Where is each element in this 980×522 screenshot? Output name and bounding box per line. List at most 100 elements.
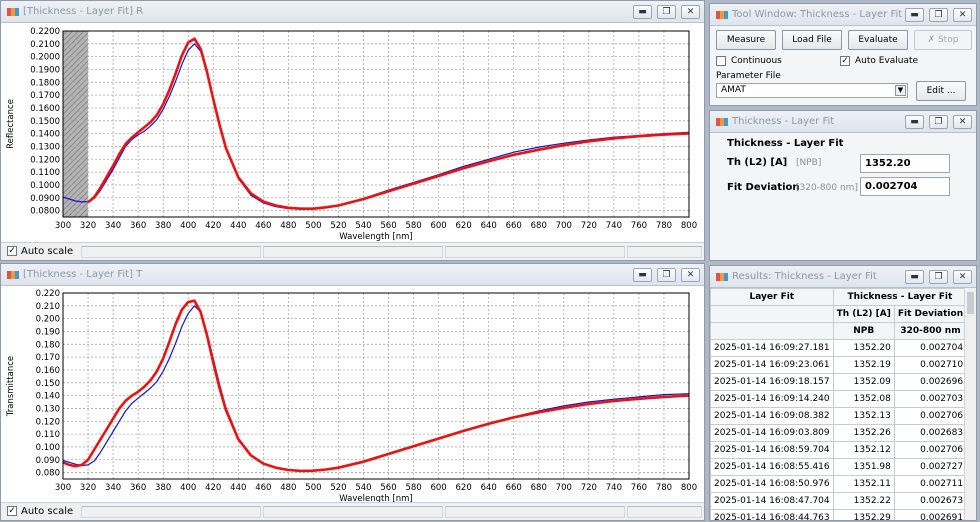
thickness-unit: [NPB]: [796, 158, 822, 168]
y-tick-label: 0.1600: [30, 104, 60, 114]
plot-area: [63, 293, 689, 479]
auto-scale-checkbox[interactable]: ✓: [7, 246, 17, 256]
table-row[interactable]: 2025-01-14 16:08:44.763 1352.29 0.002691: [710, 509, 968, 520]
series-group: [63, 37, 689, 210]
evaluate-button[interactable]: Evaluate: [848, 30, 908, 50]
close-icon[interactable]: ✕: [953, 270, 972, 284]
status-cell: [445, 506, 625, 518]
restore-icon[interactable]: ❐: [657, 5, 676, 19]
y-tick-label: 0.1900: [30, 65, 60, 75]
x-tick-label: 540: [355, 221, 371, 231]
title-bar[interactable]: Tool Window: Thickness - Layer Fit ▬ ❐ ✕: [710, 4, 976, 26]
header-thickness-group[interactable]: Thickness - Layer Fit: [832, 288, 968, 306]
parameter-file-select[interactable]: AMAT ▼: [716, 83, 908, 98]
app-icon: [716, 273, 728, 281]
tool-window: Tool Window: Thickness - Layer Fit ▬ ❐ ✕…: [709, 3, 977, 106]
table-row[interactable]: 2025-01-14 16:08:50.976 1352.11 0.002711: [710, 475, 968, 493]
edit-button[interactable]: Edit ...: [916, 81, 966, 101]
status-cell: [263, 506, 443, 518]
restore-icon[interactable]: ❐: [929, 115, 948, 129]
header-thickness[interactable]: Th (L2) [A]: [832, 305, 895, 323]
status-cell: [81, 506, 261, 518]
y-tick-label: 0.1100: [30, 168, 60, 178]
table-row[interactable]: 2025-01-14 16:09:14.240 1352.08 0.002703: [710, 390, 968, 408]
table-row[interactable]: 2025-01-14 16:08:59.704 1352.12 0.002706: [710, 441, 968, 459]
vertical-scrollbar[interactable]: [964, 288, 976, 520]
title-bar[interactable]: Results: Thickness - Layer Fit ▬ ❐ ✕: [710, 266, 976, 288]
layer-fit-heading: Thickness - Layer Fit: [727, 138, 844, 149]
x-tick-label: 420: [205, 483, 221, 493]
x-tick-label: 560: [380, 221, 396, 231]
header-layer-fit[interactable]: Layer Fit: [710, 288, 834, 306]
y-tick-label: 0.170: [36, 353, 60, 363]
table-row[interactable]: 2025-01-14 16:08:55.416 1351.98 0.002727: [710, 458, 968, 476]
row-time: 2025-01-14 16:09:18.157: [710, 373, 834, 391]
y-tick-label: 0.0800: [30, 207, 60, 217]
row-time: 2025-01-14 16:08:47.704: [710, 492, 834, 510]
minimize-icon[interactable]: ▬: [905, 115, 924, 129]
y-tick-label: 0.190: [36, 327, 60, 337]
close-icon[interactable]: ✕: [953, 115, 972, 129]
app-icon: [716, 11, 728, 19]
stop-label: Stop: [937, 35, 959, 45]
x-tick-label: 300: [55, 483, 71, 493]
title-bar[interactable]: [Thickness - Layer Fit] T ▬ ❐ ✕: [1, 264, 704, 286]
results-table[interactable]: Layer Fit Thickness - Layer Fit Th (L2) …: [710, 288, 968, 520]
load-file-button[interactable]: Load File: [782, 30, 842, 50]
transmittance-chart[interactable]: 300 320 340 360 380 400 420 440 460 480 500 520 540 5…: [1, 286, 704, 502]
close-icon[interactable]: ✕: [681, 268, 700, 282]
x-tick-label: 460: [255, 483, 271, 493]
chevron-down-icon[interactable]: ▼: [895, 85, 906, 96]
measure-button[interactable]: Measure: [716, 30, 776, 50]
table-row[interactable]: 2025-01-14 16:08:47.704 1352.22 0.002673: [710, 492, 968, 510]
window-title: Thickness - Layer Fit: [732, 116, 835, 127]
excluded-range: [63, 31, 89, 217]
minimize-icon[interactable]: ▬: [633, 5, 652, 19]
y-tick-label: 0.180: [36, 340, 60, 350]
thickness-value: 1352.20: [860, 154, 950, 173]
minimize-icon[interactable]: ▬: [905, 8, 924, 22]
restore-icon[interactable]: ❐: [929, 270, 948, 284]
parameter-file-label: Parameter File: [716, 71, 781, 81]
minimize-icon[interactable]: ▬: [633, 268, 652, 282]
auto-evaluate-checkbox[interactable]: ✓: [840, 56, 850, 66]
stop-button[interactable]: ✗ Stop: [914, 30, 972, 50]
y-tick-label: 0.220: [36, 289, 60, 299]
restore-icon[interactable]: ❐: [657, 268, 676, 282]
continuous-checkbox[interactable]: [716, 56, 726, 66]
y-tick-label: 0.1000: [30, 181, 60, 191]
stop-icon: ✗: [927, 35, 936, 45]
row-fit-deviation: 0.002704: [893, 339, 968, 357]
y-tick-label: 0.110: [36, 430, 60, 440]
table-row[interactable]: 2025-01-14 16:09:27.181 1352.20 0.002704: [710, 339, 968, 357]
restore-icon[interactable]: ❐: [929, 8, 948, 22]
y-tick-label: 0.1300: [30, 142, 60, 152]
auto-scale-checkbox[interactable]: ✓: [7, 506, 17, 516]
x-tick-label: 400: [180, 483, 196, 493]
minimize-icon[interactable]: ▬: [905, 270, 924, 284]
scrollbar-thumb[interactable]: [967, 292, 974, 314]
row-thickness: 1352.12: [832, 441, 895, 459]
title-bar[interactable]: [Thickness - Layer Fit] R ▬ ❐ ✕: [1, 1, 704, 23]
header-unit-fd: 320-800 nm: [893, 322, 968, 340]
table-row[interactable]: 2025-01-14 16:09:08.382 1352.13 0.002706: [710, 407, 968, 425]
status-cell: [627, 506, 702, 518]
table-row[interactable]: 2025-01-14 16:09:23.061 1352.19 0.002710: [710, 356, 968, 374]
close-icon[interactable]: ✕: [953, 8, 972, 22]
table-row[interactable]: 2025-01-14 16:09:03.809 1352.26 0.002683: [710, 424, 968, 442]
x-tick-label: 360: [130, 483, 146, 493]
x-tick-label: 800: [681, 221, 697, 231]
x-tick-label: 320: [80, 221, 96, 231]
row-fit-deviation: 0.002710: [893, 356, 968, 374]
title-bar[interactable]: Thickness - Layer Fit ▬ ❐ ✕: [710, 111, 976, 133]
table-row[interactable]: 2025-01-14 16:09:18.157 1352.09 0.002696: [710, 373, 968, 391]
y-tick-label: 0.2100: [30, 40, 60, 50]
x-tick-label: 620: [456, 221, 472, 231]
auto-scale-label: Auto scale: [21, 246, 74, 257]
header-blank: [710, 322, 834, 340]
row-time: 2025-01-14 16:08:55.416: [710, 458, 834, 476]
y-tick-label: 0.150: [36, 379, 60, 389]
header-fit-deviation[interactable]: Fit Deviation: [893, 305, 968, 323]
close-icon[interactable]: ✕: [681, 5, 700, 19]
reflectance-chart[interactable]: 300 320 340 360 380 400 420 440 460 480 500 520 540 5…: [1, 23, 704, 242]
